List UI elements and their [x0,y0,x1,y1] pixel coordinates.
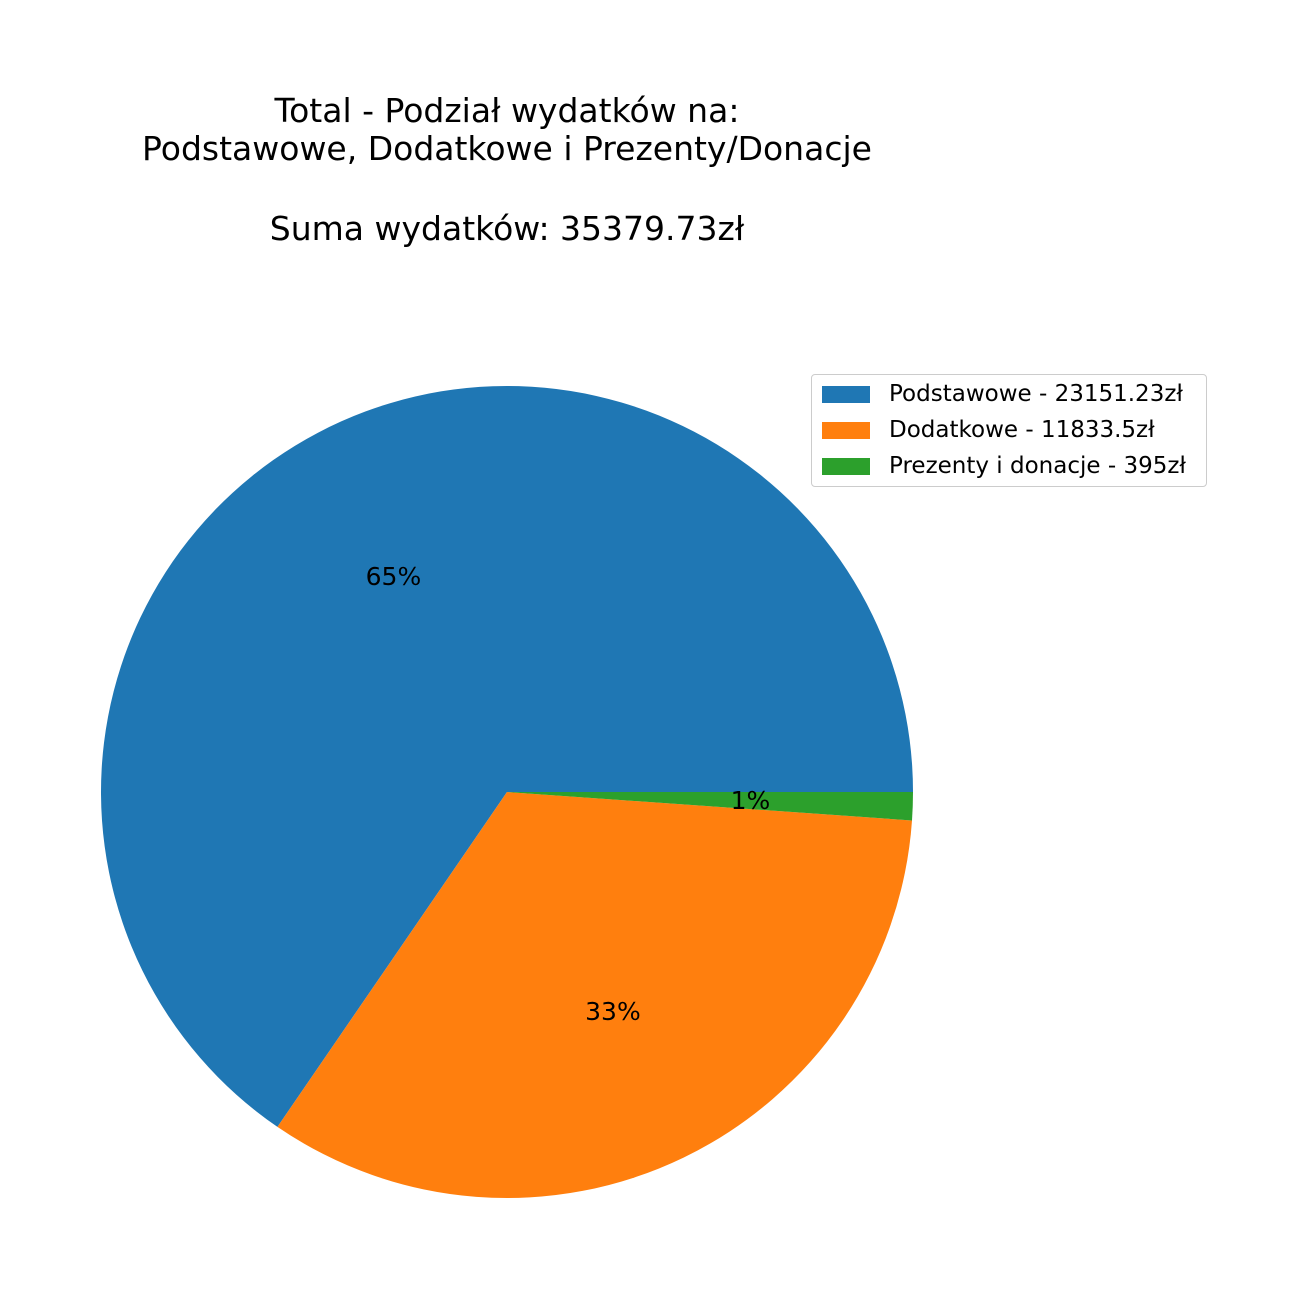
legend-swatch-prezenty [822,457,870,475]
chart-subtitle: Suma wydatków: 35379.73zł [269,209,745,248]
legend-label-dodatkowe: Dodatkowe - 11833.5zł [889,417,1155,443]
legend-item-dodatkowe: Dodatkowe - 11833.5zł [822,415,1155,445]
chart-title-line-2: Podstawowe, Dodatkowe i Prezenty/Donacje [142,129,872,168]
legend-item-prezenty: Prezenty i donacje - 395zł [822,451,1186,481]
pie-slice-0 [100,386,913,1127]
chart-title-line-1: Total - Podział wydatków na: [274,91,740,130]
legend-label-podstawowe: Podstawowe - 23151.23zł [889,381,1183,407]
pie-percent-label-0: 65% [366,562,422,591]
legend-label-prezenty: Prezenty i donacje - 395zł [889,453,1186,479]
pie-percent-label-1: 33% [585,997,641,1026]
pie-percent-labels: 65% 33% 1% [366,562,771,1026]
chart-legend: Podstawowe - 23151.23zł Dodatkowe - 1183… [811,374,1207,487]
pie-slice-1 [277,792,912,1199]
legend-item-podstawowe: Podstawowe - 23151.23zł [822,379,1183,409]
legend-swatch-dodatkowe [822,421,870,439]
legend-swatch-podstawowe [822,385,870,403]
pie-slices [100,386,913,1199]
chart-title: Total - Podział wydatków na: Podstawowe,… [0,92,1014,168]
pie-slice-2 [507,792,913,821]
pie-percent-label-2: 1% [731,786,771,815]
